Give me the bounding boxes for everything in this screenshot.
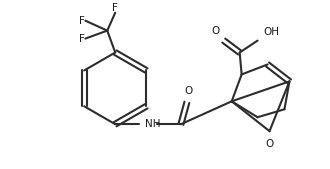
Text: F: F [80,16,85,26]
Text: OH: OH [264,27,280,37]
Text: O: O [185,86,193,96]
Text: O: O [265,139,274,149]
Text: F: F [112,3,118,13]
Text: NH: NH [145,119,161,129]
Text: F: F [80,34,85,44]
Text: O: O [212,26,220,36]
